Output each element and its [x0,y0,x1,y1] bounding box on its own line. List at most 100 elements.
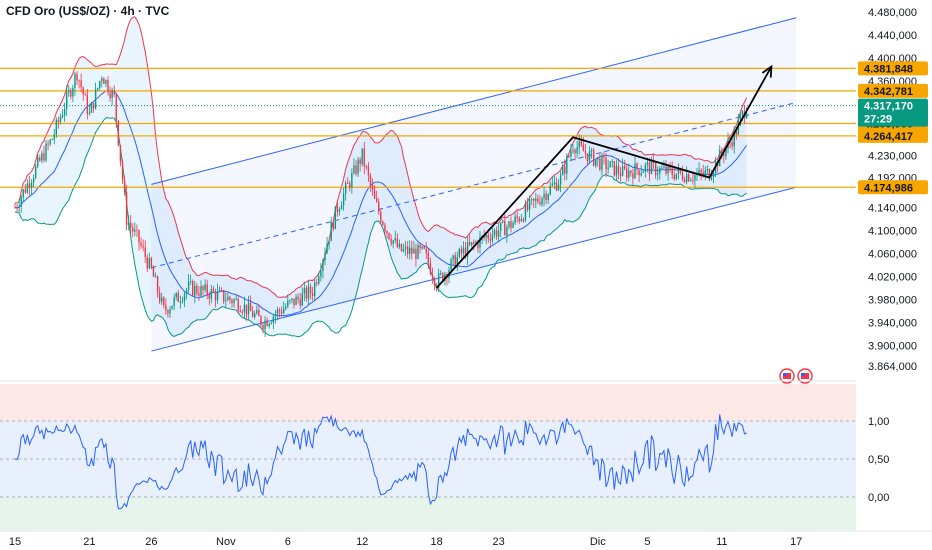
candle[interactable] [630,170,632,177]
candle[interactable] [485,233,487,245]
candle[interactable] [326,237,328,254]
candle[interactable] [138,229,140,251]
candle[interactable] [18,199,20,213]
candle[interactable] [324,247,326,266]
candle[interactable] [266,317,268,327]
candle[interactable] [382,220,384,227]
candle[interactable] [39,154,41,162]
candle[interactable] [241,309,244,316]
candle[interactable] [55,117,58,138]
price-pane[interactable] [0,16,856,384]
candle[interactable] [365,164,368,170]
candle[interactable] [344,180,347,201]
candle[interactable] [495,226,498,240]
candle[interactable] [227,292,229,301]
candle[interactable] [597,158,599,167]
candle[interactable] [380,208,382,224]
candle[interactable] [419,242,421,254]
candle[interactable] [287,295,289,309]
channel-lower-line[interactable] [151,186,797,352]
candle[interactable] [169,305,171,318]
candle[interactable] [303,281,306,301]
candle[interactable] [539,195,541,207]
candle[interactable] [47,140,49,151]
candle[interactable] [493,228,496,239]
candle[interactable] [603,151,605,165]
candle[interactable] [32,174,35,188]
candle[interactable] [648,158,651,182]
candle[interactable] [681,165,684,182]
candle[interactable] [398,239,401,250]
candle[interactable] [202,284,204,296]
candle[interactable] [547,192,549,204]
candle[interactable] [694,173,696,188]
candle[interactable] [491,228,494,245]
candle[interactable] [167,308,169,318]
candle[interactable] [402,243,405,253]
candle[interactable] [301,287,303,307]
channel-upper-line[interactable] [151,17,797,185]
candle[interactable] [425,242,427,260]
candle[interactable] [204,279,206,293]
candle[interactable] [450,257,452,272]
candle[interactable] [429,257,432,276]
candle[interactable] [559,170,562,193]
candle[interactable] [146,254,148,272]
candle[interactable] [127,215,130,231]
candle[interactable] [708,168,711,182]
candle[interactable] [526,197,529,212]
candle[interactable] [334,206,337,230]
candle[interactable] [599,152,601,172]
candle[interactable] [316,278,318,287]
candle[interactable] [504,214,506,236]
candle[interactable] [115,94,117,128]
candle[interactable] [580,135,582,147]
candle[interactable] [340,201,343,210]
candle[interactable] [154,272,157,278]
candle[interactable] [578,134,580,155]
price-axis[interactable]: 4.480,0004.440,0004.400,0004.360,0004.23… [856,0,932,550]
candle[interactable] [458,247,461,259]
candle[interactable] [636,162,638,175]
candle[interactable] [101,76,103,88]
candle[interactable] [28,175,31,196]
candle[interactable] [70,87,72,100]
candle[interactable] [338,207,341,216]
us-flag-icon[interactable] [797,368,813,384]
candle[interactable] [99,80,101,91]
candle[interactable] [251,306,254,318]
candle[interactable] [499,222,502,238]
candle[interactable] [235,294,237,301]
candle[interactable] [359,157,361,172]
candle[interactable] [665,160,667,176]
candle[interactable] [588,146,591,163]
candle[interactable] [406,241,409,259]
candle[interactable] [384,222,386,235]
candle[interactable] [274,310,277,324]
candle[interactable] [489,232,492,249]
candle[interactable] [623,160,626,171]
candle[interactable] [423,245,425,250]
candle[interactable] [502,219,504,224]
candle[interactable] [53,128,55,145]
candle[interactable] [134,222,136,237]
candle[interactable] [533,198,535,208]
candle[interactable] [92,103,95,113]
candle[interactable] [524,200,527,223]
candle[interactable] [386,230,388,239]
candle[interactable] [262,322,264,334]
candle[interactable] [105,79,107,88]
price-level-tag[interactable] [858,180,928,195]
candle[interactable] [278,307,281,318]
candle[interactable] [140,237,142,249]
candle[interactable] [654,160,657,179]
projection-path[interactable] [435,66,773,289]
candle[interactable] [243,296,246,320]
candle[interactable] [628,163,630,182]
candle[interactable] [704,166,706,181]
candle[interactable] [45,139,47,163]
candle[interactable] [161,292,163,305]
candle[interactable] [24,184,27,194]
candle[interactable] [388,232,390,241]
candle[interactable] [264,316,266,338]
